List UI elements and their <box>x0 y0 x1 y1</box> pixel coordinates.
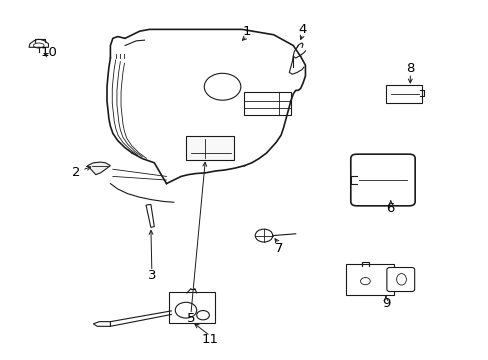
Text: 7: 7 <box>274 242 282 255</box>
Text: 8: 8 <box>405 62 414 75</box>
FancyBboxPatch shape <box>350 154 414 206</box>
FancyBboxPatch shape <box>186 136 234 160</box>
Polygon shape <box>93 321 110 326</box>
Polygon shape <box>29 40 48 47</box>
Text: 5: 5 <box>186 311 195 325</box>
Text: 1: 1 <box>242 25 251 38</box>
Polygon shape <box>87 162 110 175</box>
Text: 11: 11 <box>202 333 219 346</box>
Polygon shape <box>146 204 154 227</box>
Text: 2: 2 <box>72 166 81 179</box>
Text: 10: 10 <box>41 46 58 59</box>
FancyBboxPatch shape <box>386 85 421 103</box>
Text: 6: 6 <box>386 202 394 215</box>
FancyBboxPatch shape <box>346 264 393 295</box>
Text: 4: 4 <box>298 23 306 36</box>
Text: 9: 9 <box>381 297 389 310</box>
FancyBboxPatch shape <box>169 292 214 323</box>
Text: 3: 3 <box>147 269 156 282</box>
FancyBboxPatch shape <box>386 267 414 292</box>
